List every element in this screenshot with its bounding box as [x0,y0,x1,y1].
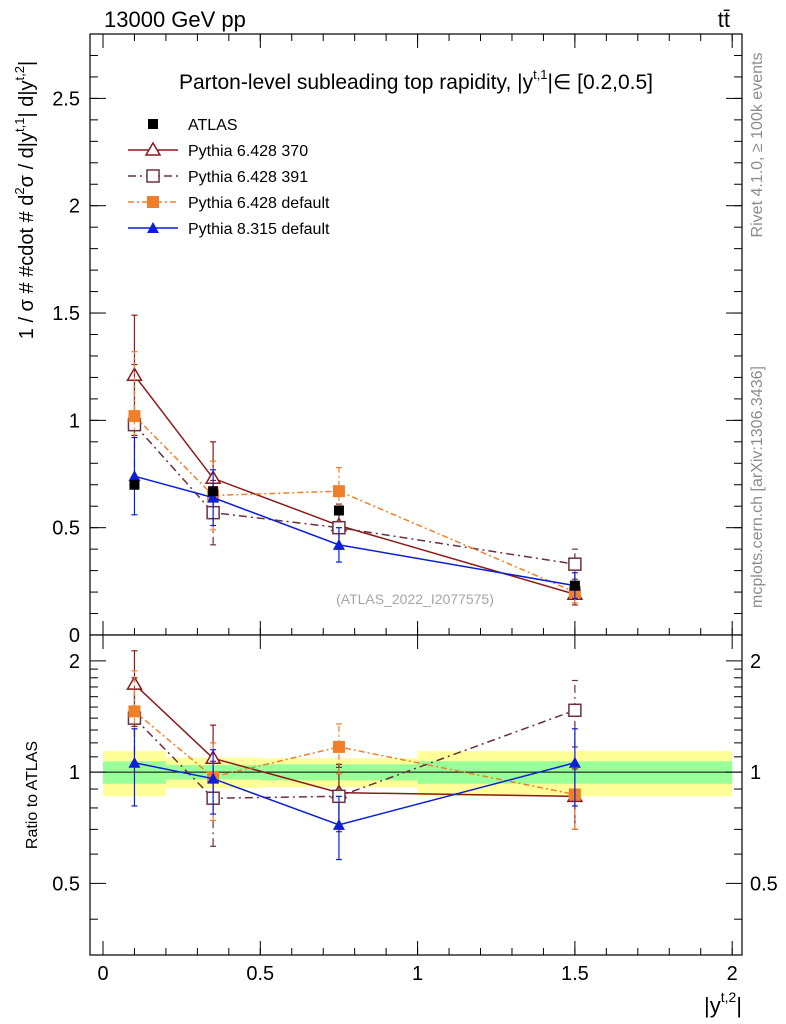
y-axis-label: 1 / σ # #cdot # d2σ / d|yt,1| d|yt,2| [12,61,38,339]
y-tick-label: 2 [69,196,80,218]
legend-item: Pythia 6.428 default [128,195,330,212]
ratio-series-pythia-8-315-default [128,728,581,861]
legend-label: Pythia 6.428 370 [188,143,308,160]
series-line [133,415,576,593]
y-tick-label: 2.5 [52,88,80,110]
ratio-series-line [134,762,576,826]
legend-label: Pythia 6.428 default [188,195,330,212]
marker-open-square [568,557,582,571]
series-line [133,374,576,595]
marker-triangle [128,756,141,768]
y-tick-label: 1.5 [52,303,80,325]
marker-triangle [207,491,220,503]
marker-square [128,410,141,423]
series-pythia-8-315-default [128,436,581,600]
ratio-plot-frame [89,634,743,956]
ratio-series-line [133,709,576,799]
marker-open-triangle [126,675,143,690]
ratio-tick-label: 1 [69,762,80,784]
ratio-series-line [133,710,576,796]
ratio-tick-label-right: 2 [750,651,761,673]
ratio-y-axis-label: Ratio to ATLAS [24,741,41,849]
marker-square [128,705,141,718]
x-tick-label: 1 [412,963,423,985]
ratio-tick-label: 0.5 [52,873,80,895]
ratio-tick-label: 2 [69,651,80,673]
energy-label: 13000 GeV pp [104,7,246,32]
marker-triangle [332,538,345,550]
marker-square [332,485,345,498]
marker-triangle [207,772,220,784]
plot-title: Parton-level subleading top rapidity, |y… [179,67,653,94]
x-tick-label: 1.5 [561,963,589,985]
marker-square [208,486,219,497]
marker-triangle [147,222,159,233]
marker-triangle [568,756,581,768]
legend-item: ATLAS [148,117,238,134]
x-tick-label: 0 [97,963,108,985]
legend-label: ATLAS [188,117,238,134]
mcplots-reference-label: mcplots.cern.ch [arXiv:1306.3436] [749,366,766,608]
marker-square [147,196,159,208]
ratio-tick-label-right: 0.5 [750,873,778,895]
x-axis-label: |yt,2| [704,989,742,1018]
legend-label: Pythia 6.428 391 [188,169,308,186]
analysis-watermark: (ATLAS_2022_I2077575) [336,591,494,607]
marker-square [569,580,580,591]
marker-open-triangle [144,141,162,156]
y-tick-label: 1 [69,410,80,432]
ratio-plot-panel: 0 0.5 1 1.5 2 0.5 0.5 1 1 2 2 [52,634,778,985]
marker-square [148,119,158,129]
legend-item: Pythia 8.315 default [128,221,330,238]
ratio-tick-label-right: 1 [750,762,761,784]
marker-open-square [568,703,582,718]
y-tick-label: 0.5 [52,518,80,540]
process-label: tt̄ [718,7,730,32]
x-tick-label: 0.5 [246,963,274,985]
y-tick-label: 0 [69,625,80,647]
marker-triangle [332,818,345,830]
series-line [133,424,575,565]
main-plot-background [90,34,742,635]
marker-triangle [128,470,141,482]
legend-item: Pythia 6.428 391 [128,169,308,186]
marker-square [332,740,345,753]
marker-square [333,505,344,516]
x-tick-label: 2 [727,963,738,985]
legend-item: Pythia 6.428 370 [128,141,308,160]
marker-open-square [146,169,160,183]
series-line [134,475,576,587]
rivet-version-label: Rivet 4.1.0, ≥ 100k events [749,53,766,238]
legend: ATLAS Pythia 6.428 370 Pythia 6.428 391 Pyt… [128,117,330,238]
series-atlas [129,479,580,591]
marker-square [129,479,140,490]
legend-label: Pythia 8.315 default [188,221,330,238]
